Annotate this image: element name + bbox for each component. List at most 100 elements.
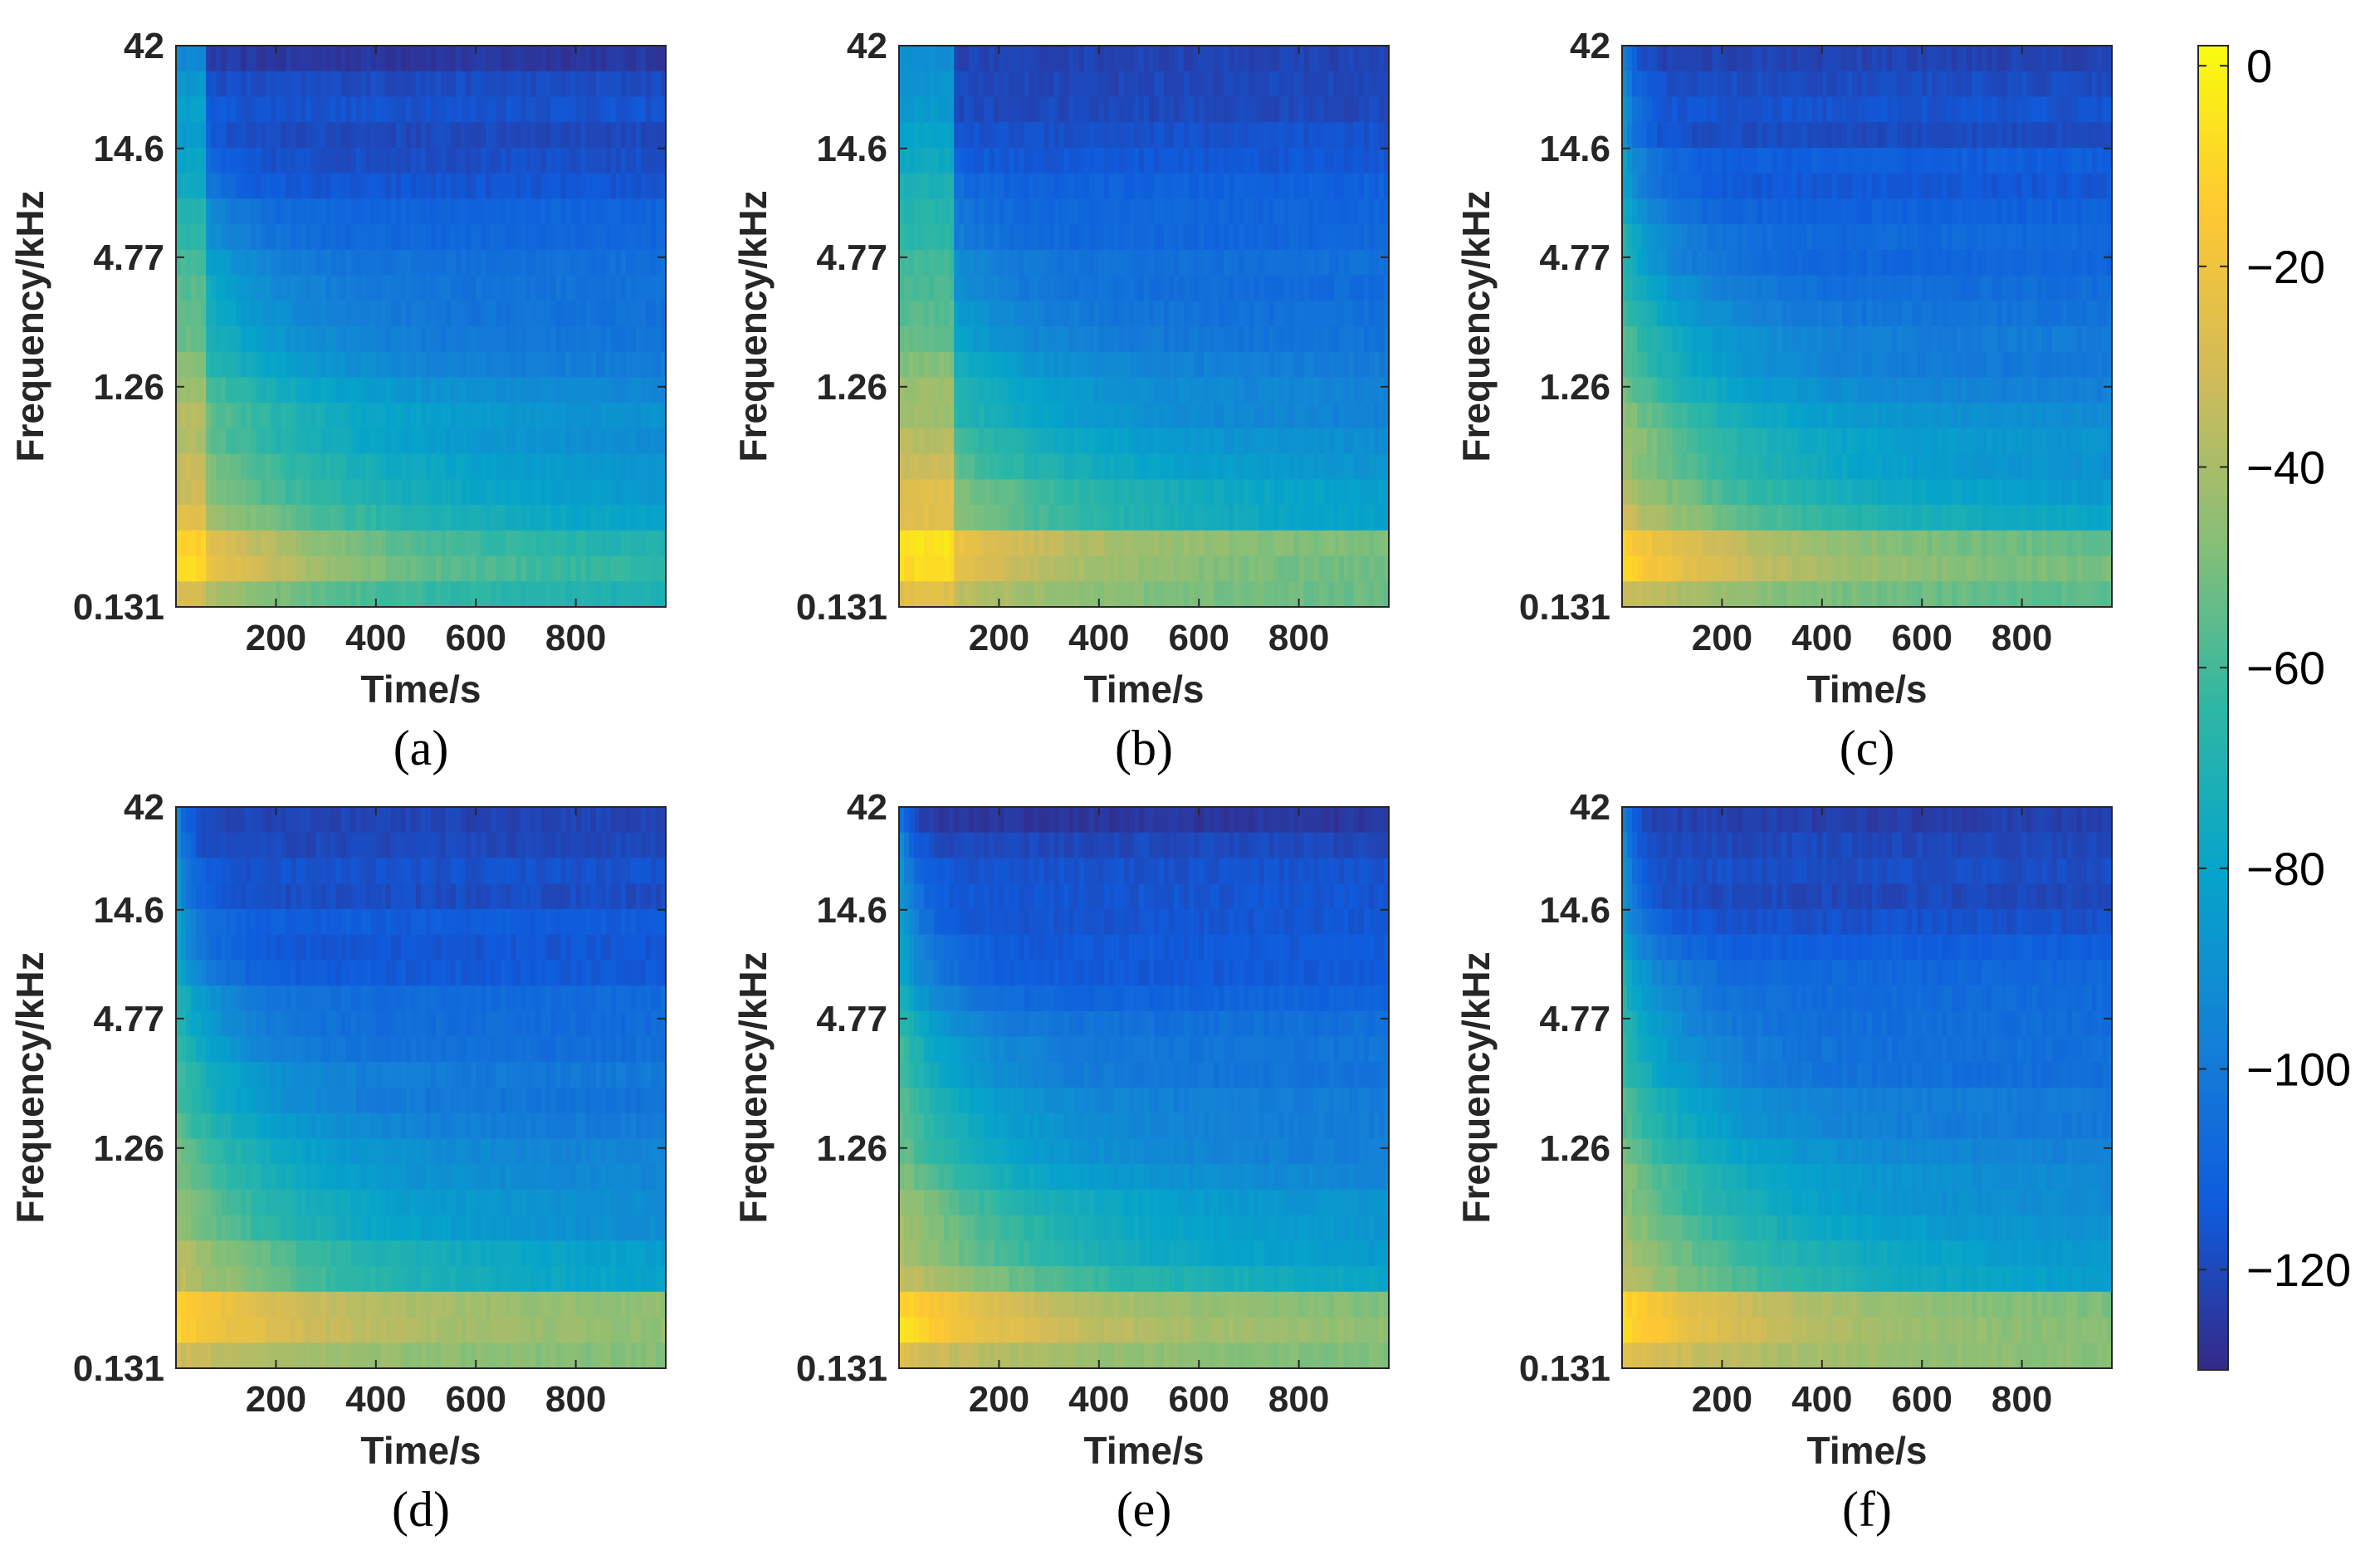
heatmap-cell [426,505,432,531]
heatmap-cell [1781,96,1788,123]
heatmap-cell [1024,505,1030,531]
heatmap-cell [615,326,622,353]
heatmap-cell [1622,198,1628,225]
heatmap-cell [315,326,322,353]
heatmap-cell [221,198,227,225]
heatmap-cell [964,505,970,531]
heatmap-cell [281,224,287,251]
heatmap-cell [575,46,582,72]
heatmap-cell [491,351,496,379]
heatmap-cell [251,96,257,123]
heatmap-cell [909,428,915,455]
heatmap-cell [236,198,242,225]
heatmap-cell [301,377,307,403]
heatmap-cell [211,198,217,225]
heatmap-cell [501,479,506,506]
heatmap-cell [1249,198,1255,225]
heatmap-cell [221,377,227,403]
heatmap-cell [1298,275,1305,301]
heatmap-cell [310,96,317,123]
heatmap-cell [231,147,237,174]
heatmap-cell [585,403,592,429]
heatmap-cell [441,46,447,72]
heatmap-cell [994,505,1000,531]
heatmap-cell [456,351,462,379]
heatmap-cell [1293,555,1300,582]
heatmap-cell [1149,326,1155,353]
heatmap-cell [660,351,667,379]
heatmap-cell [585,428,592,455]
heatmap-cell [1353,96,1360,123]
heatmap-cell [1154,147,1160,174]
heatmap-cell [625,505,632,531]
heatmap-cell [390,249,397,276]
heatmap-cell [476,147,481,174]
heatmap-cell [251,403,257,429]
heatmap-cell [1692,71,1698,98]
heatmap-cell [1647,122,1653,149]
heatmap-cell [645,479,652,506]
heatmap-cell [1093,530,1100,557]
heatmap-cell [241,224,247,251]
heatmap-cell [1078,555,1085,582]
heatmap-cell [1757,173,1763,199]
heatmap-cell [1781,46,1788,72]
heatmap-cell [999,351,1005,379]
heatmap-cell [989,71,995,98]
heatmap-cell [291,173,297,199]
heatmap-cell [1024,301,1030,327]
heatmap-cell [625,428,632,455]
heatmap-cell [1667,198,1673,225]
heatmap-cell [1383,505,1390,531]
heatmap-cell [1867,173,1873,199]
heatmap-cell [1811,173,1818,199]
heatmap-cell [520,301,527,327]
heatmap-cell [1083,249,1090,276]
heatmap-cell [919,301,925,327]
heatmap-cell [456,403,462,429]
heatmap-cell [201,46,207,72]
heatmap-cell [1293,122,1300,149]
heatmap-cell [1378,173,1385,199]
heatmap-cell [944,173,950,199]
heatmap-cell [1019,301,1025,327]
heatmap-cell [934,198,940,225]
heatmap-cell [1174,453,1180,480]
heatmap-cell [426,96,432,123]
heatmap-cell [360,505,367,531]
heatmap-cell [1348,351,1355,379]
heatmap-cell [994,530,1000,557]
heatmap-cell [186,275,192,301]
heatmap-cell [310,505,317,531]
heatmap-cell [1283,530,1290,557]
heatmap-cell [1821,96,1828,123]
heatmap-cell [355,249,362,276]
heatmap-cell [1113,46,1120,72]
heatmap-cell [1174,428,1180,455]
heatmap-cell [1368,351,1375,379]
heatmap-cell [431,326,437,353]
heatmap-cell [1717,96,1723,123]
heatmap-cell [1627,173,1633,199]
heatmap-cell [271,555,277,582]
heatmap-cell [1063,530,1070,557]
heatmap-cell [979,505,985,531]
heatmap-cell [1098,453,1105,480]
heatmap-cell [471,505,476,531]
heatmap-cell [979,71,985,98]
heatmap-cell [241,581,247,608]
heatmap-cell [1224,530,1229,557]
heatmap-cell [415,555,422,582]
heatmap-cell [201,224,207,251]
heatmap-cell [181,122,187,149]
heatmap-cell [191,71,197,98]
heatmap-cell [625,147,632,174]
heatmap-cell [1358,147,1365,174]
heatmap-cell [1078,198,1085,225]
heatmap-cell [1209,453,1214,480]
heatmap-cell [276,249,282,276]
heatmap-cell [545,530,552,557]
heatmap-cell [909,301,915,327]
heatmap-cell [231,198,237,225]
heatmap-cell [969,326,975,353]
